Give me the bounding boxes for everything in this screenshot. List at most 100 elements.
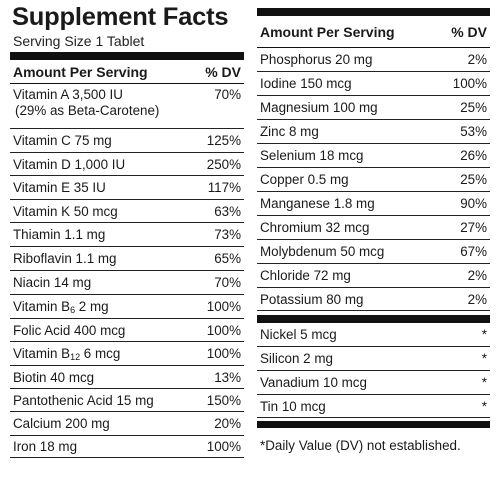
nutrient-row: Zinc 8 mg 53% <box>257 120 490 144</box>
column-header: Amount Per Serving % DV <box>10 60 244 84</box>
nutrient-row: Phosphorus 20 mg 2% <box>257 48 490 72</box>
daily-value: 73% <box>214 227 241 242</box>
daily-value: * <box>481 375 487 390</box>
nutrient-row: Thiamin 1.1 mg 73% <box>10 223 244 247</box>
nutrient-name-amount: 2 mg <box>75 298 109 314</box>
daily-value: 70% <box>214 87 241 102</box>
daily-value: * <box>481 398 487 414</box>
nutrient-row: Manganese 1.8 mg 90% <box>257 192 490 216</box>
nutrient-row: Tin 10 mcg * <box>257 395 490 418</box>
nutrient-name-text: Riboflavin 1.1 mg <box>13 251 117 266</box>
nutrient-name: Pantothenic Acid 15 mg <box>13 393 154 408</box>
nutrient-name-text: Copper 0.5 mg <box>260 172 349 187</box>
nutrient-row: Copper 0.5 mg 25% <box>257 168 490 192</box>
daily-value: 125% <box>206 133 241 148</box>
nutrient-list-right: Phosphorus 20 mg 2% Iodine 150 mcg 100% Magn… <box>257 48 490 311</box>
nutrient-row: Niacin 14 mg 70% <box>10 271 244 295</box>
nutrient-name: Selenium 18 mcg <box>260 148 363 163</box>
nutrient-name-text: Calcium 200 mg <box>13 416 110 431</box>
nutrient-name: Vitamin B6 2 mg <box>13 299 109 315</box>
nutrient-name-text: Iron 18 mg <box>13 439 78 454</box>
nutrient-name: Biotin 40 mcg <box>13 370 94 385</box>
daily-value: 20% <box>214 416 241 431</box>
daily-value: 67% <box>460 244 487 259</box>
nutrient-name-text: Phosphorus 20 mg <box>260 52 373 67</box>
nutrient-name: Tin 10 mcg <box>260 399 326 414</box>
nutrient-name-text: Vitamin E 35 IU <box>13 180 106 195</box>
nutrient-row: Biotin 40 mcg 13% <box>10 366 244 389</box>
nutrient-name: Vitamin E 35 IU <box>13 180 106 195</box>
nutrient-name: Molybdenum 50 mcg <box>260 244 384 259</box>
nutrient-name-text: Chloride 72 mg <box>260 268 351 283</box>
footnote: *Daily Value (DV) not established. <box>260 438 461 453</box>
nutrient-name: Vitamin D 1,000 IU <box>13 157 125 172</box>
nutrient-name: Phosphorus 20 mg <box>260 52 372 67</box>
nutrient-name: Thiamin 1.1 mg <box>13 227 105 242</box>
daily-value: 117% <box>207 180 241 195</box>
column-header: Amount Per Serving % DV <box>257 16 490 48</box>
nutrient-name: Vitamin K 50 mcg <box>13 204 118 219</box>
nutrient-row: Vitamin C 75 mg 125% <box>10 129 244 153</box>
nutrient-row: Chloride 72 mg 2% <box>257 264 490 288</box>
nutrient-name-text: Chromium 32 mcg <box>260 220 370 235</box>
nutrient-row: Chromium 32 mcg 27% <box>257 216 490 240</box>
daily-value: 25% <box>460 100 487 115</box>
nutrient-name-text: Thiamin 1.1 mg <box>13 227 106 242</box>
nutrient-name-text: Vitamin D 1,000 IU <box>13 156 126 172</box>
nutrient-name: Zinc 8 mg <box>260 124 319 139</box>
nutrient-row: Magnesium 100 mg 25% <box>257 96 490 120</box>
nutrient-name: Magnesium 100 mg <box>260 100 378 115</box>
daily-value: 65% <box>214 251 241 266</box>
nutrient-name: Iron 18 mg <box>13 439 77 454</box>
top-rule <box>257 8 490 10</box>
nutrient-row: Vitamin E 35 IU 117% <box>10 176 244 200</box>
nutrient-name-text: Vanadium 10 mcg <box>260 375 367 390</box>
daily-value: 100% <box>206 322 241 338</box>
nutrient-name-amount: 6 mcg <box>80 345 121 361</box>
nutrient-row: Folic Acid 400 mcg 100% <box>10 319 244 342</box>
nutrient-name-text: Vitamin C 75 mg <box>13 133 112 148</box>
nutrient-name-text: Zinc 8 mg <box>260 124 319 139</box>
nutrient-list-left: Vitamin A 3,500 IU (29% as Beta-Carotene)… <box>10 84 244 458</box>
nutrient-name-text: Molybdenum 50 mcg <box>260 244 385 259</box>
dv-header: % DV <box>451 23 487 40</box>
daily-value: 63% <box>214 203 241 219</box>
nutrient-row: Riboflavin 1.1 mg 65% <box>10 247 244 271</box>
nutrient-name-text: Magnesium 100 mg <box>260 100 378 115</box>
nutrient-name-subscript: 6 <box>70 304 76 315</box>
daily-value: 26% <box>460 148 487 163</box>
nutrient-name-text: Vitamin K 50 mcg <box>13 203 118 219</box>
nutrient-name: Copper 0.5 mg <box>260 172 349 187</box>
nutrient-row: Nickel 5 mcg * <box>257 323 490 347</box>
nutrient-name: Calcium 200 mg <box>13 416 110 431</box>
nutrient-name-text: Folic Acid 400 mcg <box>13 322 126 338</box>
daily-value: 100% <box>206 439 241 454</box>
nutrient-row: Molybdenum 50 mcg 67% <box>257 240 490 264</box>
nutrient-subnote: (29% as Beta-Carotene) <box>15 103 160 118</box>
daily-value: 25% <box>460 172 487 187</box>
daily-value: 100% <box>452 76 487 91</box>
daily-value: 150% <box>206 392 241 408</box>
nutrient-name: Silicon 2 mg <box>260 351 333 366</box>
nutrient-row: Silicon 2 mg * <box>257 347 490 371</box>
thick-divider <box>257 421 490 428</box>
daily-value: 2% <box>467 52 487 67</box>
nutrient-name: Nickel 5 mcg <box>260 327 337 342</box>
nutrient-name: Iodine 150 mcg <box>260 76 352 91</box>
nutrient-name-text: Manganese 1.8 mg <box>260 196 375 211</box>
nutrient-name: Manganese 1.8 mg <box>260 196 375 211</box>
nutrient-row: Potassium 80 mg 2% <box>257 288 490 311</box>
daily-value: * <box>481 327 487 342</box>
nutrient-row: Vitamin A 3,500 IU (29% as Beta-Carotene)… <box>10 84 244 129</box>
nutrient-name: Vitamin B12 6 mcg <box>13 346 120 362</box>
nutrient-name-text: Iodine 150 mcg <box>260 76 352 91</box>
daily-value: 70% <box>214 275 241 290</box>
daily-value: 13% <box>214 369 241 385</box>
daily-value: 100% <box>206 299 241 314</box>
nutrient-name-text: Selenium 18 mcg <box>260 148 364 163</box>
nutrient-row: Iodine 150 mcg 100% <box>257 72 490 96</box>
nutrient-name: Chloride 72 mg <box>260 268 351 283</box>
nutrient-name-text: Pantothenic Acid 15 mg <box>13 392 154 408</box>
nutrient-name: Vitamin C 75 mg <box>13 133 112 148</box>
nutrient-name: Riboflavin 1.1 mg <box>13 251 116 266</box>
